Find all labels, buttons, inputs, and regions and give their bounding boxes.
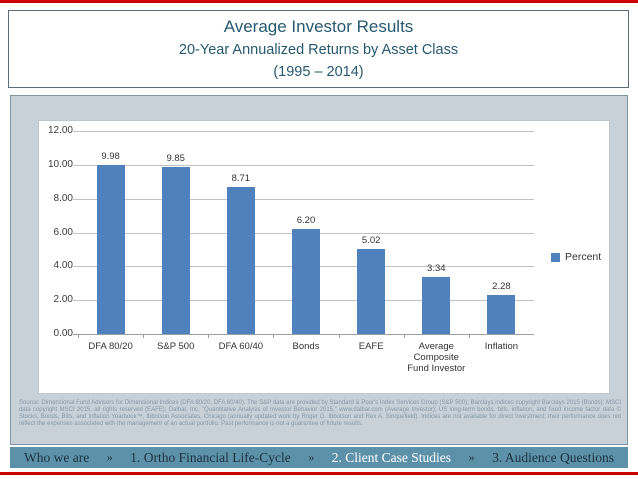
- y-tick-label: 8.00: [53, 192, 73, 204]
- bar-s-p-500: [161, 167, 190, 334]
- y-tick-label: 4.00: [53, 260, 73, 272]
- footer-item-2-client-case-studies[interactable]: 2. Client Case Studies: [331, 449, 452, 465]
- legend-label: Percent: [565, 251, 602, 263]
- bar-inflation: [487, 295, 516, 334]
- y-gridline: [73, 131, 534, 132]
- footer-item-who-we-are[interactable]: Who we are: [24, 449, 90, 465]
- bar-value-label: 5.02: [361, 235, 381, 247]
- bar-average-composite-fund-investor: [422, 277, 451, 334]
- source-disclosure-text: Source: Dimensional Fund Advisors for Di…: [19, 400, 621, 427]
- bar-value-label: 6.20: [296, 215, 316, 227]
- y-tick-label: 2.00: [53, 294, 73, 306]
- x-category-label: Inflation: [484, 341, 519, 352]
- bar-value-label: 9.98: [101, 151, 120, 163]
- footer-separator: »: [106, 450, 113, 464]
- x-category-label: DFA 60/40: [218, 341, 264, 352]
- bottom-accent-rule: [0, 472, 638, 475]
- x-category-label: Average Composite Fund Investor: [407, 341, 466, 374]
- y-tick-label: 6.00: [53, 226, 73, 238]
- x-category-label: S&P 500: [157, 341, 195, 352]
- y-gridline: [73, 164, 534, 166]
- y-gridline: [73, 198, 534, 200]
- bar-value-label: 8.71: [231, 172, 251, 184]
- x-category-label: EAFE: [358, 341, 384, 352]
- bar-value-label: 3.34: [427, 263, 446, 275]
- x-axis-tick: [338, 334, 340, 338]
- top-accent-rule: [0, 0, 638, 3]
- bar-dfa-80-20: [96, 165, 125, 334]
- x-category-label: DFA 80/20: [88, 341, 133, 352]
- footer-separator: »: [468, 450, 475, 464]
- footer-item-1-ortho-financial-life-cycle[interactable]: 1. Ortho Financial Life-Cycle: [130, 449, 291, 465]
- bar-value-label: 2.28: [492, 281, 511, 293]
- title-box: Average Investor Results 20-Year Annuali…: [8, 10, 629, 88]
- x-axis-tick: [143, 334, 145, 338]
- bar-eafe: [357, 249, 386, 334]
- y-tick-label: 12.00: [47, 125, 73, 136]
- legend: Percent: [551, 251, 601, 263]
- date-range: (1995 – 2014): [273, 64, 364, 80]
- x-category-label: Bonds: [292, 341, 320, 352]
- bar-value-label: 9.85: [166, 153, 185, 165]
- x-axis-tick: [403, 334, 405, 338]
- footer-separator: »: [308, 450, 315, 464]
- chart-area: 0.00 2.00 4.00 6.00 8.00 10.00 12.00 9.98 DFA 80…: [38, 120, 610, 394]
- x-axis-tick: [78, 334, 79, 338]
- y-tick-label: 10.00: [47, 158, 73, 170]
- bar-bonds: [292, 229, 320, 334]
- y-gridline: [73, 334, 534, 335]
- x-axis-tick: [468, 334, 470, 338]
- bar-dfa-60-40: [226, 186, 255, 334]
- chart-panel: 0.00 2.00 4.00 6.00 8.00 10.00 12.00 9.98 DFA 80…: [10, 95, 628, 445]
- footer-nav: Who we are » 1. Ortho Financial Life-Cycle…: [10, 447, 628, 468]
- page-subtitle: 20-Year Annualized Returns by Asset Clas…: [178, 42, 459, 58]
- footer-item-3-audience-questions[interactable]: 3. Audience Questions: [492, 449, 614, 465]
- legend-swatch: [551, 252, 560, 262]
- page-title: Average Investor Results: [223, 17, 414, 36]
- y-tick-label: 0.00: [53, 328, 73, 339]
- x-axis-tick: [208, 334, 210, 338]
- x-axis-tick: [273, 334, 275, 338]
